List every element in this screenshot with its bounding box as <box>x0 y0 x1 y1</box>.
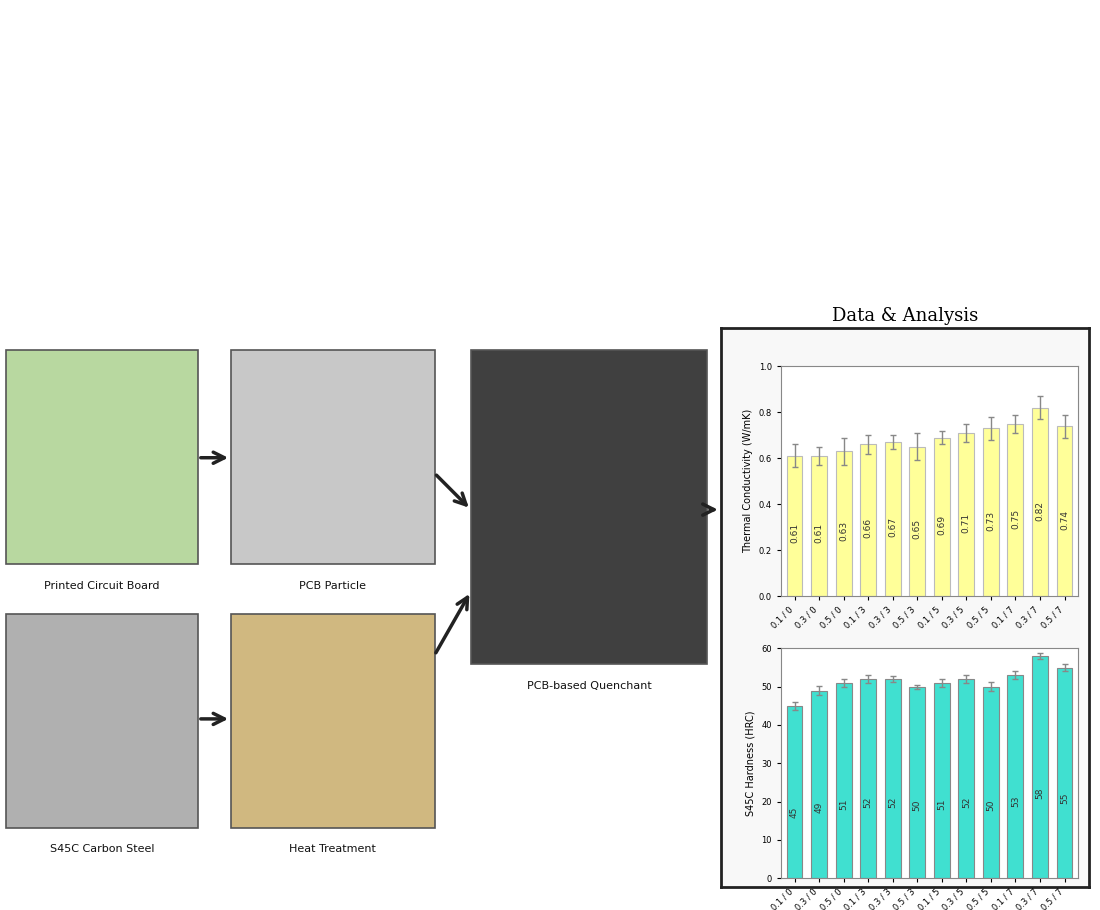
Bar <box>811 456 827 596</box>
Text: 50: 50 <box>913 800 922 811</box>
Text: 55: 55 <box>1060 793 1069 804</box>
Text: Heat Treatment: Heat Treatment <box>289 844 376 854</box>
Bar <box>958 679 975 878</box>
Text: 52: 52 <box>961 797 971 808</box>
Bar <box>786 456 803 596</box>
Text: 0.63: 0.63 <box>839 521 848 541</box>
Bar <box>934 438 949 596</box>
Text: 0.74: 0.74 <box>1060 510 1069 530</box>
Text: 58: 58 <box>1035 788 1045 800</box>
Bar <box>983 687 999 878</box>
Bar <box>811 691 827 878</box>
Text: 52: 52 <box>888 797 898 808</box>
Bar <box>1032 656 1048 878</box>
Bar <box>983 429 999 596</box>
Text: PCB-based Quenchant: PCB-based Quenchant <box>527 681 651 691</box>
Bar <box>836 451 851 596</box>
Text: 50: 50 <box>987 800 996 811</box>
Text: S45C Carbon Steel: S45C Carbon Steel <box>50 844 154 854</box>
Bar <box>884 679 901 878</box>
Text: Printed Circuit Board: Printed Circuit Board <box>44 581 160 591</box>
Text: 52: 52 <box>864 797 872 808</box>
Text: 0.73: 0.73 <box>987 511 996 531</box>
Bar <box>836 682 851 878</box>
Bar <box>910 447 925 596</box>
Bar <box>1008 424 1023 596</box>
Text: 0.67: 0.67 <box>888 517 898 537</box>
Text: 0.82: 0.82 <box>1035 501 1045 521</box>
Text: 51: 51 <box>937 798 946 810</box>
Bar <box>884 442 901 596</box>
Text: 51: 51 <box>839 798 848 810</box>
Text: 49: 49 <box>814 801 824 813</box>
Text: 0.66: 0.66 <box>864 518 872 538</box>
Text: 0.71: 0.71 <box>961 512 971 532</box>
Bar <box>860 444 876 596</box>
Bar <box>1032 408 1048 596</box>
Y-axis label: S45C Hardness (HRC): S45C Hardness (HRC) <box>746 711 756 816</box>
Title: Data & Analysis: Data & Analysis <box>832 307 978 325</box>
Text: 53: 53 <box>1011 795 1020 807</box>
Text: 0.69: 0.69 <box>937 515 946 535</box>
Text: 0.61: 0.61 <box>790 523 799 543</box>
Bar <box>1056 668 1072 878</box>
Bar <box>910 687 925 878</box>
Bar <box>786 706 803 878</box>
Bar <box>958 433 975 596</box>
Text: 45: 45 <box>790 807 799 818</box>
Bar <box>1056 426 1072 596</box>
Text: 0.65: 0.65 <box>913 519 922 539</box>
Text: PCB Particle: PCB Particle <box>299 581 366 591</box>
Y-axis label: Thermal Conductivity (W/mK): Thermal Conductivity (W/mK) <box>744 409 754 553</box>
Text: 0.75: 0.75 <box>1011 509 1020 529</box>
Bar <box>934 682 949 878</box>
Text: 0.61: 0.61 <box>814 523 824 543</box>
Bar <box>860 679 876 878</box>
Bar <box>1008 675 1023 878</box>
